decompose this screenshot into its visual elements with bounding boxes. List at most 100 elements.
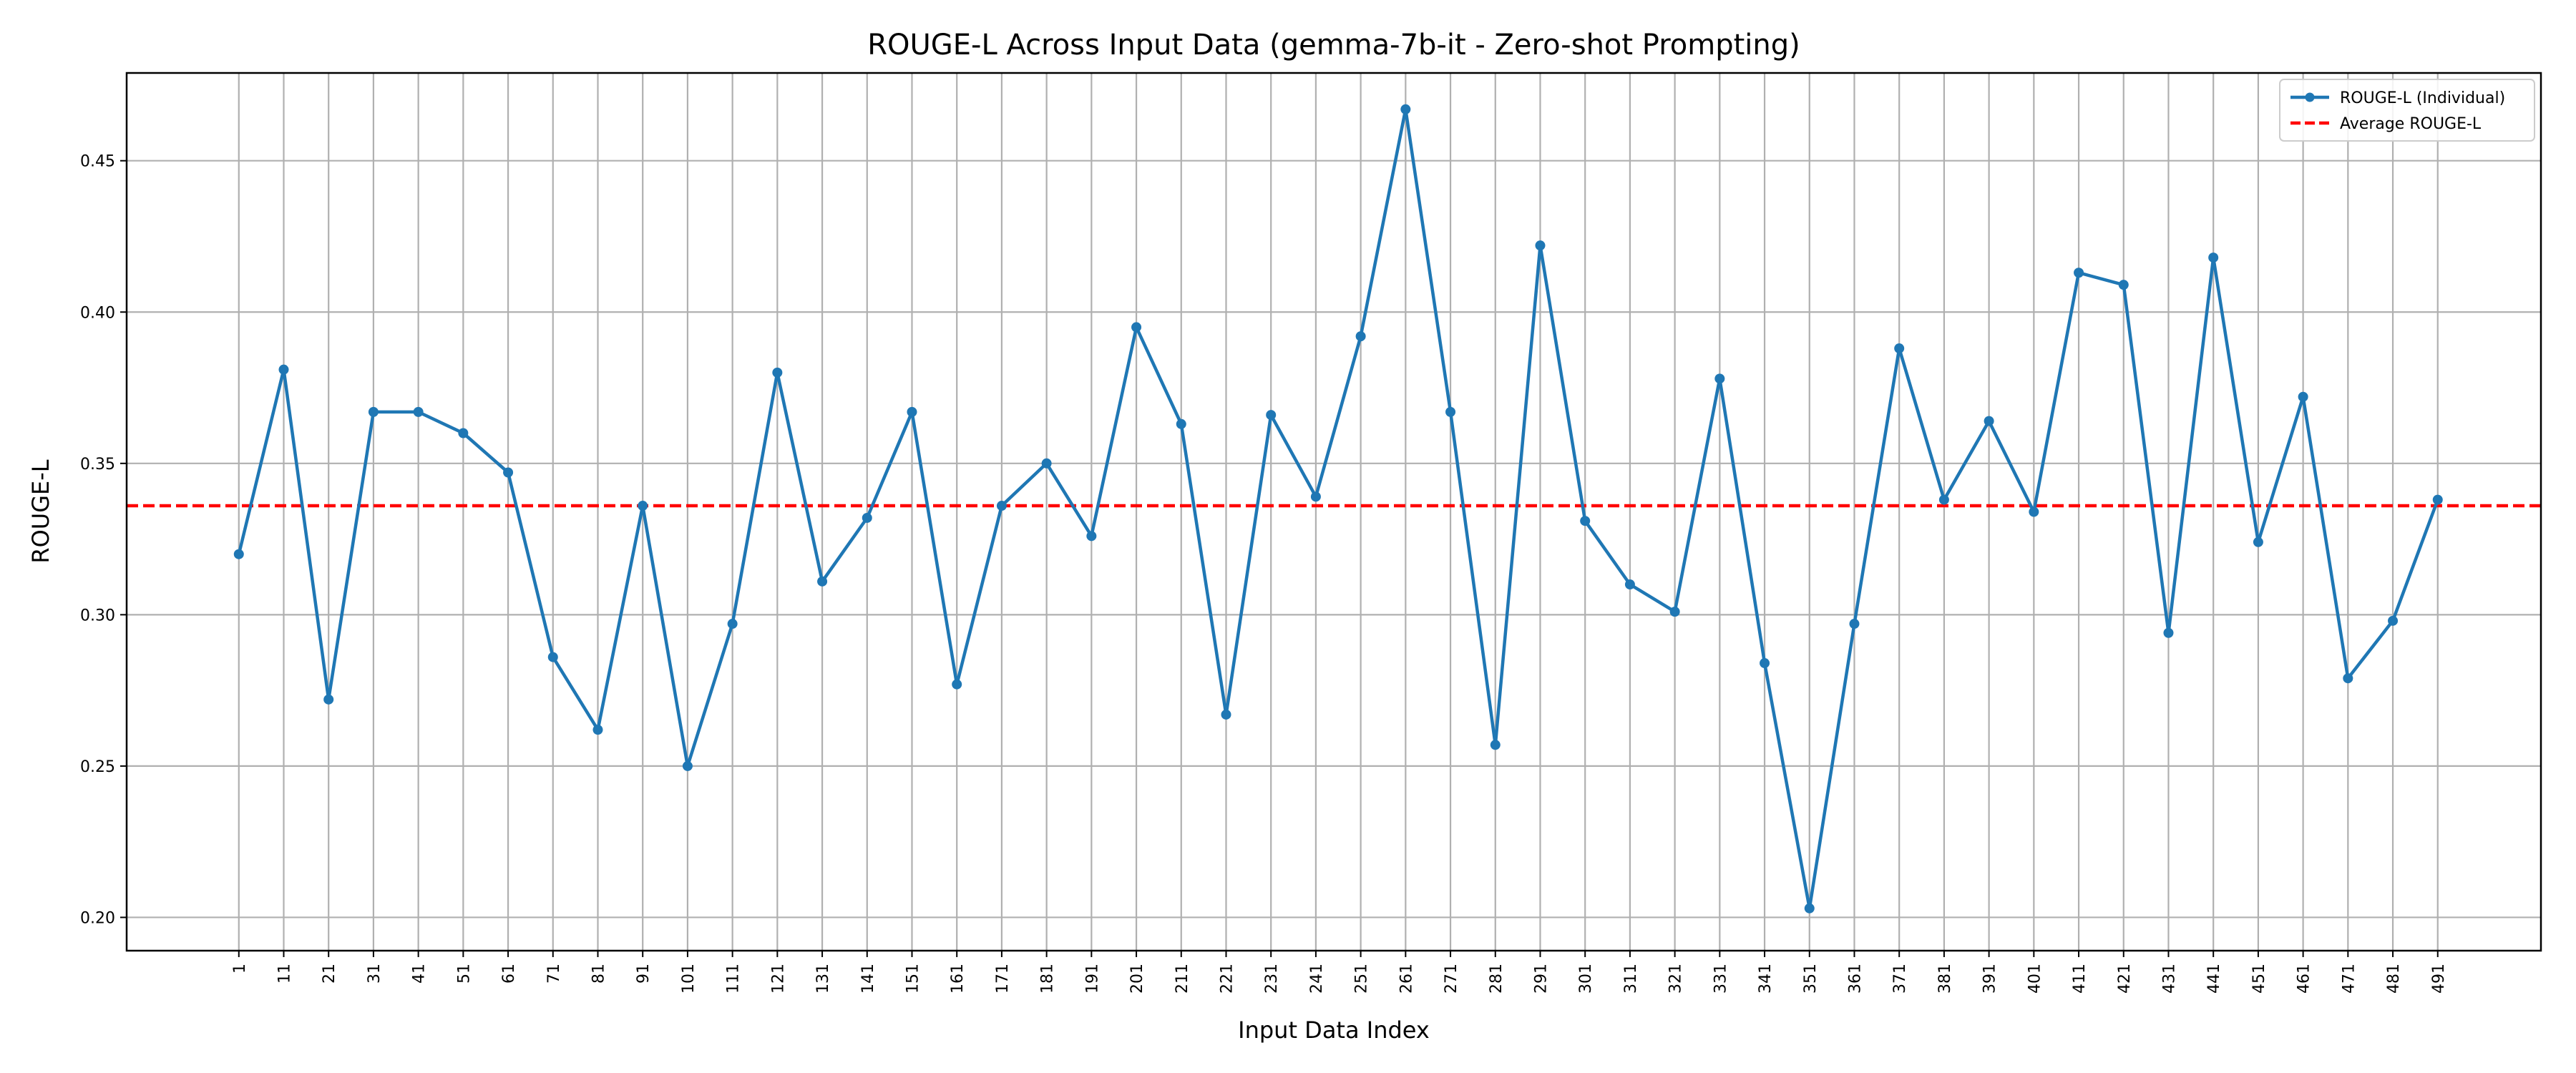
x-tick-label: 311 [1622, 964, 1640, 994]
data-point [682, 760, 693, 771]
x-tick-label: 391 [1981, 964, 1999, 994]
x-tick-label: 351 [1802, 964, 1820, 994]
x-tick-label: 101 [680, 964, 698, 994]
data-point [2253, 536, 2263, 547]
data-point [2163, 627, 2174, 638]
x-tick-label: 461 [2296, 964, 2313, 994]
x-tick-label: 401 [2026, 964, 2044, 994]
data-point [458, 428, 469, 438]
x-tick-label: 411 [2071, 964, 2089, 994]
data-point [2074, 268, 2084, 278]
data-point [592, 725, 603, 735]
x-tick-label: 221 [1218, 964, 1236, 994]
x-axis-title: Input Data Index [1238, 1016, 1430, 1044]
x-tick-label: 281 [1488, 964, 1506, 994]
data-point [2432, 494, 2443, 505]
data-point [2118, 280, 2129, 290]
data-point [1760, 658, 1770, 669]
data-point [1176, 418, 1186, 429]
data-point [1445, 406, 1456, 417]
data-point [547, 652, 558, 662]
rouge-l-individual-line [237, 107, 2439, 911]
data-point [1849, 619, 1860, 629]
x-tick-label: 131 [814, 964, 832, 994]
x-tick-label: 111 [725, 964, 743, 994]
x-tick-label: 231 [1263, 964, 1281, 994]
data-point [1490, 740, 1501, 750]
x-tick-label: 421 [2116, 964, 2134, 994]
x-tick-label: 471 [2340, 964, 2358, 994]
data-point [2388, 615, 2399, 626]
data-point [1624, 579, 1635, 590]
chart-title: ROUGE-L Across Input Data (gemma-7b-it -… [867, 29, 1800, 62]
data-point [2208, 253, 2219, 263]
data-point [1984, 416, 1994, 426]
x-tick-label: 71 [545, 964, 563, 984]
x-tick-label: 301 [1577, 964, 1595, 994]
data-point [638, 501, 648, 511]
x-tick-label: 381 [1936, 964, 1954, 994]
data-point [862, 512, 872, 523]
x-tick-label: 171 [994, 964, 1012, 994]
data-point [952, 679, 962, 690]
data-point [2029, 506, 2039, 517]
x-tick-label: 241 [1308, 964, 1326, 994]
x-tick-label: 201 [1128, 964, 1146, 994]
y-tick-label: 0.40 [80, 304, 115, 322]
x-tick-label: 291 [1532, 964, 1550, 994]
x-tick-label: 321 [1667, 964, 1685, 994]
x-tick-label: 81 [590, 964, 608, 984]
x-tick-label: 151 [904, 964, 922, 994]
x-tick-label: 51 [455, 964, 473, 984]
data-point [278, 364, 289, 375]
data-point [996, 501, 1007, 511]
x-tick-label: 361 [1846, 964, 1864, 994]
data-point [233, 549, 244, 559]
y-axis-title: ROUGE-L [27, 459, 54, 563]
legend-marker-individual [2305, 92, 2315, 102]
x-tick-label: 331 [1712, 964, 1729, 994]
data-point [503, 467, 514, 478]
data-point [1086, 531, 1097, 542]
y-tick-label: 0.45 [80, 153, 115, 171]
x-tick-label: 371 [1891, 964, 1909, 994]
data-point [1580, 516, 1591, 526]
series-layer [233, 104, 2443, 913]
data-point [1669, 607, 1680, 617]
y-tick-label: 0.25 [80, 758, 115, 776]
data-point [727, 619, 738, 629]
x-tick-label: 211 [1174, 964, 1191, 994]
data-point [907, 406, 917, 417]
x-tick-label: 261 [1397, 964, 1415, 994]
x-tick-label: 141 [859, 964, 877, 994]
x-tick-label: 451 [2250, 964, 2268, 994]
x-tick-label: 91 [635, 964, 653, 984]
data-point [368, 406, 379, 417]
y-tick-label: 0.30 [80, 607, 115, 624]
x-tick-label: 31 [366, 964, 384, 984]
y-tick-label: 0.35 [80, 456, 115, 474]
data-point [2343, 673, 2353, 684]
legend: ROUGE-L (Individual) Average ROUGE-L [2279, 79, 2535, 142]
legend-label-individual: ROUGE-L (Individual) [2340, 89, 2505, 107]
data-point [1266, 410, 1277, 421]
data-point [1804, 903, 1815, 913]
y-tick-label: 0.20 [80, 909, 115, 927]
x-tick-label: 191 [1083, 964, 1101, 994]
data-point [1938, 494, 1949, 505]
legend-label-average: Average ROUGE-L [2340, 115, 2482, 133]
y-tick-layer: 0.20 0.25 0.30 0.35 0.40 0.45 [80, 153, 127, 927]
data-point [772, 367, 783, 378]
data-point [323, 694, 334, 705]
data-point [1400, 104, 1411, 114]
plot-frame [125, 72, 2542, 952]
data-point [1894, 343, 1905, 354]
x-tick-label: 481 [2385, 964, 2403, 994]
x-tick-label: 431 [2160, 964, 2178, 994]
x-tick-label: 271 [1443, 964, 1460, 994]
x-tick-label: 61 [500, 964, 518, 984]
data-point [1221, 709, 1231, 720]
data-point [1355, 331, 1366, 342]
x-tick-label: 41 [411, 964, 429, 984]
